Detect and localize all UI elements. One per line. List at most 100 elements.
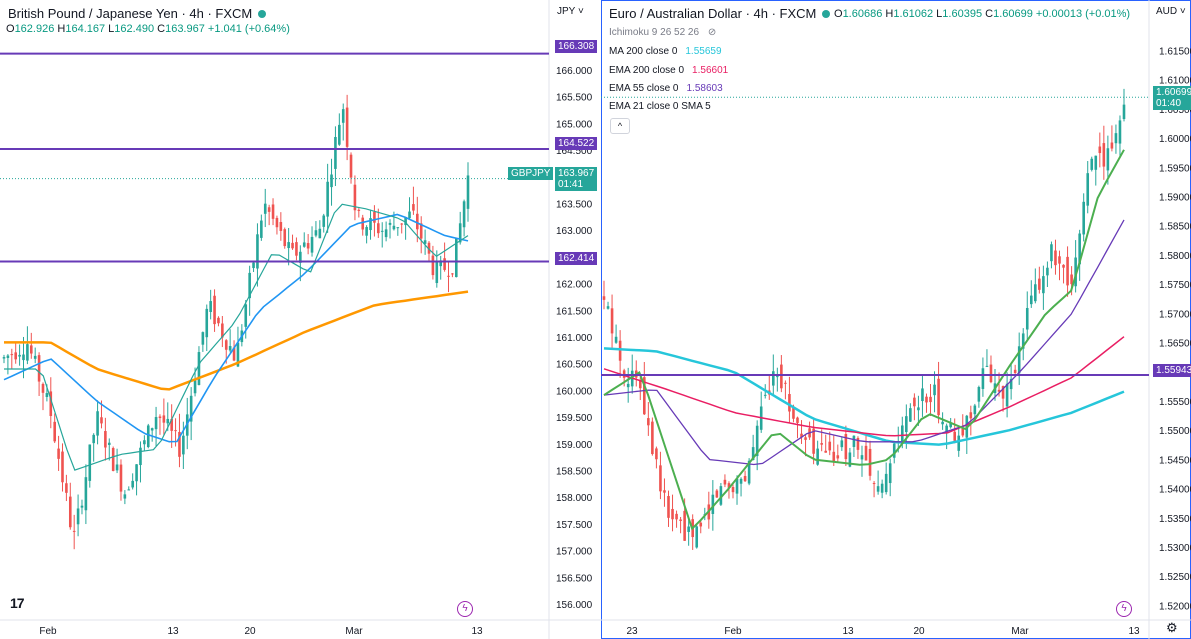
candle-body xyxy=(1062,264,1065,268)
indicator-ma200[interactable]: MA 200 close 0 1.55659 xyxy=(609,46,722,57)
gbpjpy-chart-canvas[interactable]: 166.500166.000165.500165.000164.500164.0… xyxy=(0,0,601,639)
price-tick-label: 1.53500 xyxy=(1159,514,1191,525)
candle-body xyxy=(205,308,209,338)
candle-body xyxy=(763,394,767,396)
right-currency-menu[interactable]: AUD ˅ xyxy=(1156,6,1186,17)
price-tick-label: 165.500 xyxy=(556,93,593,104)
candle-body xyxy=(812,428,815,454)
price-tick-label: 1.60000 xyxy=(1159,134,1191,145)
current-price: 1.60699 xyxy=(1156,87,1191,98)
candle-body xyxy=(651,421,654,455)
candle-body xyxy=(314,230,318,236)
indicator-name: MA 200 close 0 xyxy=(609,46,678,57)
candle-body xyxy=(937,378,940,416)
candle-body xyxy=(1025,307,1029,330)
settings-gear-icon[interactable]: ⚙ xyxy=(1166,620,1178,635)
bar-countdown: 01:41 xyxy=(558,179,584,190)
right-currency-label: AUD xyxy=(1156,6,1178,17)
candle-body xyxy=(723,479,727,485)
ohlc-low: 162.490 xyxy=(114,23,155,35)
eye-off-icon[interactable]: ⊘ xyxy=(707,27,717,38)
ohlc-c-label: C xyxy=(985,8,994,20)
candle-body xyxy=(638,379,642,389)
candle-body xyxy=(107,442,111,445)
left-header: British Pound / Japanese Yen · 4h · FXCM xyxy=(8,6,267,21)
price-tick-label: 1.57000 xyxy=(1159,309,1191,320)
candle-body xyxy=(263,203,267,214)
left-symbol-title[interactable]: British Pound / Japanese Yen · 4h · FXCM xyxy=(8,6,253,21)
ma-orange-line xyxy=(4,290,469,391)
candle-body xyxy=(252,262,255,269)
candle-body xyxy=(961,427,965,436)
candle-body xyxy=(711,494,715,514)
candle-body xyxy=(41,383,45,393)
flash-icon[interactable]: ϟ xyxy=(1116,601,1132,617)
ohlc-change: +1.041 (+0.64%) xyxy=(207,23,290,35)
level-label: 1.55943 xyxy=(1153,364,1191,377)
price-tick-label: 1.52500 xyxy=(1159,572,1191,583)
candle-body xyxy=(949,422,952,428)
euraud-chart-pane[interactable]: 1.61500 1.61000 1.60500 1.60000 1.59500 1.590… xyxy=(601,0,1191,639)
bar-countdown: 01:40 xyxy=(1156,98,1182,109)
candle-body xyxy=(1114,133,1118,144)
candle-body xyxy=(458,223,462,243)
candle-body xyxy=(427,242,431,254)
candle-body xyxy=(973,405,977,415)
time-tick-label: Feb xyxy=(39,626,57,637)
price-tick-label: 156.000 xyxy=(556,600,593,611)
candle-body xyxy=(228,346,232,351)
price-tick-label: 1.57500 xyxy=(1159,280,1191,291)
market-status-dot-icon xyxy=(258,9,267,18)
candle-body xyxy=(1034,284,1037,302)
level-label-1: 166.308 xyxy=(555,40,598,53)
candle-body xyxy=(299,251,302,263)
candle-body xyxy=(37,355,41,382)
collapse-legend-button[interactable]: ^ xyxy=(610,118,630,134)
right-symbol-title[interactable]: Euro / Australian Dollar · 4h · FXCM xyxy=(609,6,817,21)
logo-text: 17 xyxy=(10,595,25,611)
candle-body xyxy=(431,255,435,276)
price-tick-label: 1.54500 xyxy=(1159,455,1191,466)
candle-body xyxy=(123,494,127,499)
candle-body xyxy=(1050,244,1053,262)
candle-body xyxy=(236,342,240,367)
indicator-ema55[interactable]: EMA 55 close 0 1.58603 xyxy=(609,83,723,94)
ohlc-o-label: O xyxy=(834,8,843,20)
candle-body xyxy=(170,418,173,431)
candle-body xyxy=(10,354,14,356)
price-tick-label: 1.59000 xyxy=(1159,192,1191,203)
candle-body xyxy=(1042,276,1045,294)
ma-teal-line xyxy=(4,203,469,471)
indicator-name: EMA 21 close 0 SMA 5 xyxy=(609,101,711,112)
candle-body xyxy=(852,435,856,447)
candle-body xyxy=(96,411,99,436)
indicator-ichimoku[interactable]: Ichimoku 9 26 52 26 ⊘ xyxy=(609,27,716,38)
candle-body xyxy=(957,435,961,451)
indicator-value: 1.58603 xyxy=(686,83,723,94)
price-tick-label: 156.500 xyxy=(556,573,593,584)
candle-body xyxy=(439,260,443,267)
candle-body xyxy=(232,347,236,361)
candle-body xyxy=(154,416,158,430)
chevron-down-icon: ˅ xyxy=(1179,6,1186,17)
euraud-chart-canvas[interactable]: 1.61500 1.61000 1.60500 1.60000 1.59500 1.590… xyxy=(601,0,1191,639)
candle-body xyxy=(1082,201,1085,235)
price-tick-label: 1.52000 xyxy=(1159,601,1191,612)
price-tick-label: 1.53000 xyxy=(1159,543,1191,554)
candle-body xyxy=(751,447,755,461)
ma200-line xyxy=(603,347,1125,446)
candle-body xyxy=(14,352,17,360)
candle-body xyxy=(61,451,64,483)
candle-body xyxy=(373,211,376,223)
left-currency-menu[interactable]: JPY ˅ xyxy=(557,6,584,17)
tradingview-logo-icon[interactable]: 17 xyxy=(10,595,25,611)
gbpjpy-chart-pane[interactable]: 166.500166.000165.500165.000164.500164.0… xyxy=(0,0,601,639)
price-tick-label: 161.000 xyxy=(556,333,593,344)
candle-body xyxy=(295,242,298,256)
indicator-ema21[interactable]: EMA 21 close 0 SMA 5 xyxy=(609,101,711,112)
indicator-value: 1.55659 xyxy=(685,46,722,57)
flash-icon[interactable]: ϟ xyxy=(457,601,473,617)
candle-body xyxy=(150,428,154,431)
indicator-ema200[interactable]: EMA 200 close 0 1.56601 xyxy=(609,65,728,76)
candle-body xyxy=(435,261,439,284)
